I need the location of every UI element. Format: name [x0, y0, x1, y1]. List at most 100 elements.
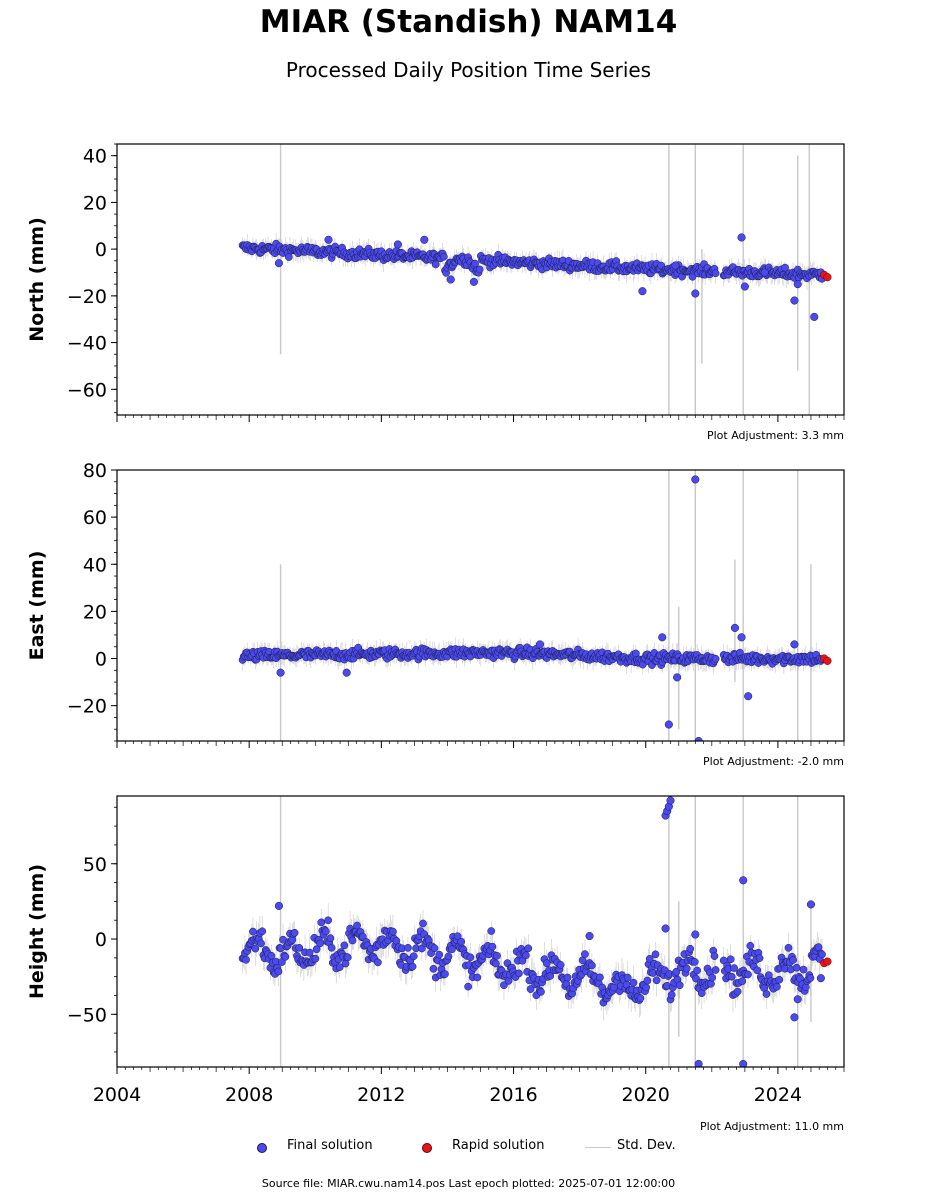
final-point	[281, 952, 290, 961]
final-point	[446, 275, 455, 284]
final-point	[374, 958, 382, 967]
final-point	[740, 282, 749, 291]
final-point	[671, 261, 680, 270]
final-point	[793, 280, 802, 289]
final-point	[453, 932, 462, 941]
plot-adjustment-label: Plot Adjustment: -2.0 mm	[703, 755, 844, 768]
final-point	[435, 950, 444, 959]
final-point	[711, 966, 720, 974]
legend-label-stddev: Std. Dev.	[617, 1138, 676, 1153]
y-tick-label: −60	[67, 379, 107, 401]
final-point	[353, 921, 361, 930]
final-point	[810, 312, 819, 321]
final-point	[753, 966, 762, 975]
stddev-line-marker	[585, 1147, 611, 1148]
final-point	[666, 796, 675, 805]
y-tick-label: −40	[67, 333, 107, 355]
final-point	[493, 951, 501, 960]
final-point	[537, 988, 545, 996]
final-point	[773, 982, 781, 991]
final-point	[321, 927, 330, 936]
final-point	[563, 973, 572, 982]
final-point	[652, 976, 661, 985]
legend-label-rapid: Rapid solution	[452, 1138, 545, 1153]
final-point	[312, 945, 321, 954]
final-point	[755, 954, 764, 962]
y-tick-label: 60	[83, 507, 107, 529]
final-solution-marker	[257, 1143, 267, 1153]
final-point	[781, 263, 789, 272]
final-point	[439, 252, 448, 261]
final-point	[710, 952, 719, 960]
final-point	[542, 959, 551, 968]
final-point	[636, 994, 645, 1003]
final-point	[737, 233, 746, 242]
final-point	[431, 260, 440, 269]
final-point	[448, 945, 456, 954]
y-tick-label: −20	[67, 696, 107, 718]
final-point	[420, 235, 429, 244]
y-tick-label: −20	[67, 286, 107, 308]
final-point	[409, 952, 418, 961]
y-tick-label: 20	[83, 192, 107, 214]
x-tick-label: 2024	[754, 1084, 802, 1106]
y-tick-label: 20	[83, 601, 107, 623]
plot-adjustment-label: Plot Adjustment: 3.3 mm	[707, 429, 844, 442]
final-point	[790, 296, 799, 305]
final-point	[457, 937, 466, 946]
final-point	[727, 972, 736, 981]
final-point	[556, 961, 565, 969]
y-tick-label: 0	[95, 929, 107, 951]
final-point	[738, 977, 747, 985]
final-point	[343, 953, 352, 962]
final-point	[726, 955, 735, 964]
rapid-point	[823, 957, 832, 966]
final-point	[623, 973, 632, 982]
final-point	[691, 475, 700, 484]
final-point	[686, 944, 695, 953]
final-point	[638, 287, 647, 296]
final-point	[404, 943, 412, 952]
final-point	[596, 973, 604, 982]
final-point	[789, 956, 797, 964]
final-point	[643, 976, 652, 985]
final-point	[340, 941, 349, 950]
final-point	[324, 916, 333, 925]
final-point	[546, 972, 555, 980]
y-tick-label: 0	[95, 239, 107, 261]
final-point	[667, 990, 676, 999]
panel-data-north	[238, 144, 832, 415]
final-point	[730, 964, 738, 972]
final-point	[691, 289, 700, 298]
final-point	[267, 951, 276, 960]
legend-label-final: Final solution	[287, 1138, 373, 1153]
final-point	[816, 974, 825, 983]
final-point	[675, 981, 684, 990]
x-tick-label: 2012	[357, 1084, 405, 1106]
final-point	[792, 963, 801, 972]
final-point	[806, 974, 815, 982]
final-point	[359, 932, 367, 941]
page-title: MIAR (Standish) NAM14	[259, 4, 678, 40]
legend: Final solution Rapid solution Std. Dev.	[255, 1138, 725, 1158]
final-point	[324, 235, 333, 244]
final-point	[730, 623, 740, 632]
final-point	[274, 259, 283, 268]
final-point	[290, 928, 299, 937]
final-point	[737, 633, 746, 642]
page-subtitle: Processed Daily Position Time Series	[285, 58, 652, 82]
final-point	[251, 944, 260, 953]
panel-height: 50 0 −50 2004 2008 2012 2016 2020 2024 Height (mm…	[26, 795, 845, 1133]
final-point	[744, 970, 752, 979]
final-point	[305, 948, 314, 957]
final-point	[444, 952, 453, 961]
y-tick-label: 40	[83, 554, 107, 576]
final-point	[466, 953, 475, 962]
x-tick-label: 2004	[93, 1084, 141, 1106]
final-point	[661, 924, 670, 933]
panel-data-east	[238, 470, 832, 741]
final-point	[276, 668, 285, 677]
final-point	[469, 277, 478, 286]
final-point	[642, 983, 651, 992]
